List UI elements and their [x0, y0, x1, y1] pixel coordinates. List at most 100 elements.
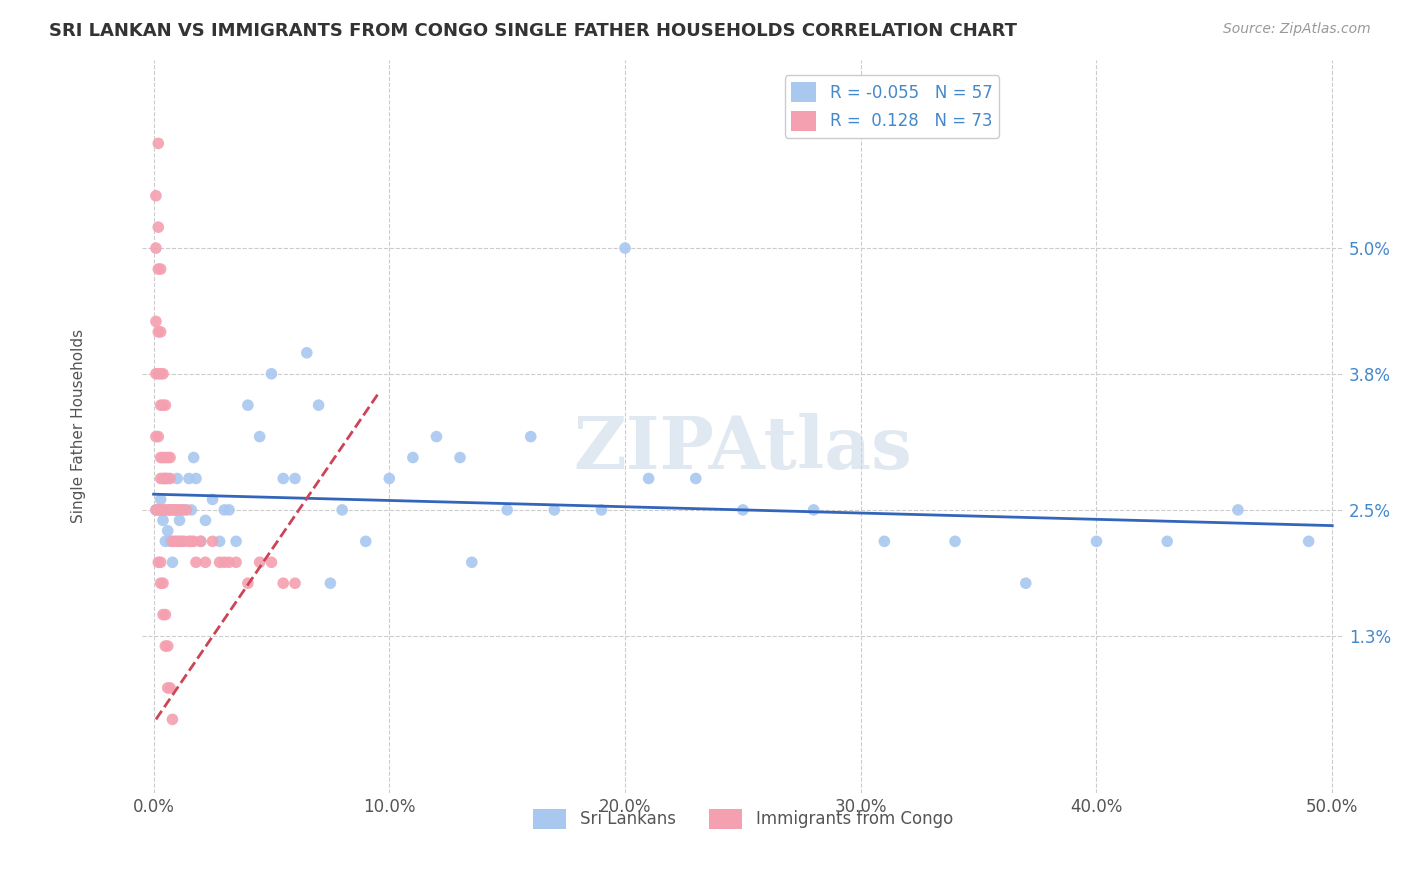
Point	[214, 555, 236, 569]
Point	[194, 555, 217, 569]
Y-axis label: Single Father Households: Single Father Households	[72, 329, 86, 524]
Point	[148, 136, 170, 151]
Point	[169, 513, 191, 527]
Point	[155, 398, 177, 412]
Point	[145, 367, 167, 381]
Point	[177, 534, 200, 549]
Point	[236, 398, 259, 412]
Point	[519, 429, 541, 443]
Point	[183, 450, 205, 465]
Point	[1226, 503, 1249, 517]
Point	[183, 534, 205, 549]
Point	[319, 576, 342, 591]
Point	[155, 534, 177, 549]
Point	[156, 471, 179, 485]
Point	[155, 471, 177, 485]
Point	[496, 503, 519, 517]
Point	[201, 534, 224, 549]
Point	[190, 534, 212, 549]
Point	[194, 513, 217, 527]
Point	[284, 576, 307, 591]
Point	[145, 429, 167, 443]
Point	[148, 262, 170, 277]
Point	[155, 503, 177, 517]
Point	[162, 534, 184, 549]
Point	[218, 555, 240, 569]
Point	[1085, 534, 1108, 549]
Point	[169, 534, 191, 549]
Point	[166, 534, 188, 549]
Point	[152, 513, 174, 527]
Point	[162, 712, 184, 726]
Point	[260, 367, 283, 381]
Point	[148, 367, 170, 381]
Point	[149, 492, 172, 507]
Point	[166, 471, 188, 485]
Point	[637, 471, 659, 485]
Point	[190, 534, 212, 549]
Point	[225, 555, 247, 569]
Text: Source: ZipAtlas.com: Source: ZipAtlas.com	[1223, 22, 1371, 37]
Point	[159, 534, 181, 549]
Point	[731, 503, 754, 517]
Point	[149, 576, 172, 591]
Point	[159, 503, 181, 517]
Point	[249, 555, 271, 569]
Text: ZIPAtlas: ZIPAtlas	[574, 413, 912, 483]
Point	[249, 429, 271, 443]
Point	[156, 524, 179, 538]
Point	[218, 503, 240, 517]
Point	[169, 503, 191, 517]
Point	[201, 492, 224, 507]
Point	[159, 503, 181, 517]
Point	[271, 576, 294, 591]
Point	[225, 534, 247, 549]
Point	[149, 398, 172, 412]
Point	[803, 503, 825, 517]
Point	[159, 681, 181, 695]
Point	[155, 607, 177, 622]
Point	[148, 503, 170, 517]
Point	[170, 503, 193, 517]
Point	[152, 367, 174, 381]
Point	[152, 398, 174, 412]
Point	[152, 471, 174, 485]
Point	[159, 450, 181, 465]
Point	[402, 450, 425, 465]
Point	[156, 450, 179, 465]
Point	[145, 314, 167, 328]
Point	[260, 555, 283, 569]
Point	[170, 534, 193, 549]
Point	[180, 503, 202, 517]
Point	[149, 367, 172, 381]
Point	[284, 471, 307, 485]
Point	[156, 639, 179, 653]
Point	[152, 503, 174, 517]
Point	[176, 503, 198, 517]
Point	[149, 450, 172, 465]
Point	[308, 398, 330, 412]
Point	[152, 607, 174, 622]
Point	[163, 503, 186, 517]
Point	[208, 555, 231, 569]
Text: SRI LANKAN VS IMMIGRANTS FROM CONGO SINGLE FATHER HOUSEHOLDS CORRELATION CHART: SRI LANKAN VS IMMIGRANTS FROM CONGO SING…	[49, 22, 1017, 40]
Point	[145, 503, 167, 517]
Point	[149, 325, 172, 339]
Point	[145, 188, 167, 202]
Point	[163, 503, 186, 517]
Point	[180, 534, 202, 549]
Point	[1015, 576, 1038, 591]
Point	[543, 503, 565, 517]
Point	[155, 450, 177, 465]
Point	[873, 534, 896, 549]
Point	[184, 555, 207, 569]
Point	[149, 555, 172, 569]
Point	[1156, 534, 1178, 549]
Point	[166, 503, 188, 517]
Point	[159, 471, 181, 485]
Point	[145, 241, 167, 255]
Point	[148, 555, 170, 569]
Point	[295, 346, 318, 360]
Point	[149, 262, 172, 277]
Point	[330, 503, 353, 517]
